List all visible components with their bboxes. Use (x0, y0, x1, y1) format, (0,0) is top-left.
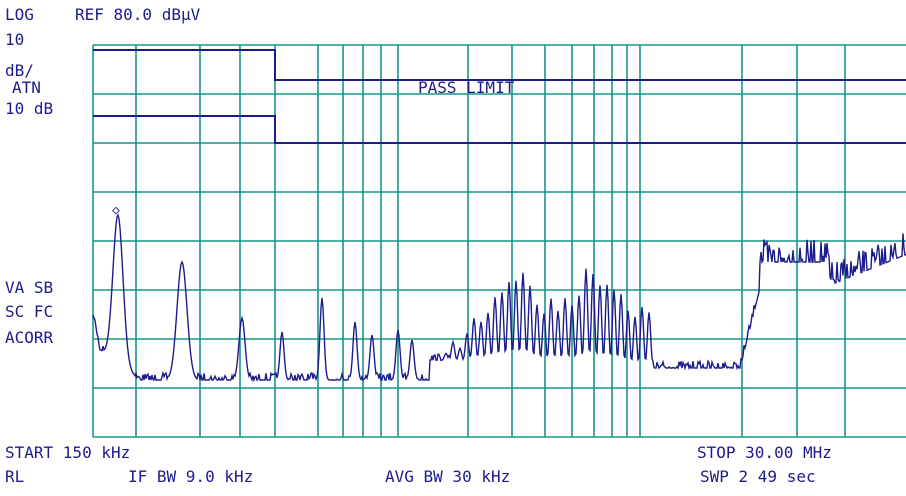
limit-line-lower (93, 115, 906, 144)
limit-line-upper (93, 49, 906, 81)
scale: LOG (5, 5, 34, 24)
status: SC FC (5, 302, 53, 321)
status: VA SB (5, 278, 53, 297)
avg-bandwidth: AVG BW 30 kHz (385, 467, 510, 486)
scale-unit: dB/ (5, 61, 34, 80)
marker: ◇ (112, 203, 120, 218)
if-bandwidth: IF BW 9.0 kHz (128, 467, 253, 486)
scale-value: 10 (5, 30, 24, 49)
reference-level: REF 80.0 dBµV (75, 5, 201, 24)
limit-label: PASS LIMIT (418, 78, 515, 97)
trace (92, 212, 906, 383)
sweep-time: SWP 2 49 sec (700, 467, 816, 486)
rl: RL (5, 467, 24, 486)
start-frequency: START 150 kHz (5, 443, 130, 462)
attenuation: 10 dB (5, 99, 53, 118)
attenuation-label: ATN (12, 78, 41, 97)
graticule (92, 44, 906, 438)
stop-frequency: STOP 30.00 MHz (697, 443, 832, 462)
status: ACORR (5, 328, 54, 347)
